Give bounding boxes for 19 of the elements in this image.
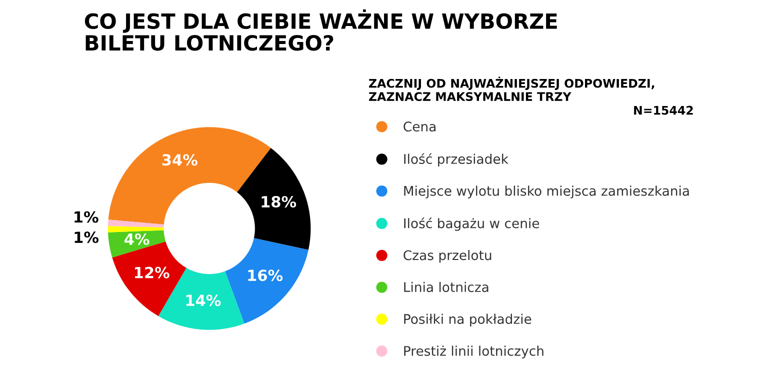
data-label: 18%: [262, 196, 296, 208]
legend-label: Cena: [404, 122, 436, 132]
legend-label: Posiłki na pokładzie: [404, 314, 532, 327]
data-label: 34%: [162, 154, 198, 166]
legend-label: Czas przelotu: [404, 250, 492, 263]
legend-label: Ilość bagażu w cenie: [404, 218, 540, 231]
chart-title: CO JEST DLA CIEBIE WAŻNE W WYBORZE BILETU LOTNICZEGO?: [84, 9, 557, 51]
data-label: 12%: [135, 266, 170, 278]
data-label: 16%: [248, 270, 283, 282]
data-label: 1%: [74, 231, 99, 244]
data-label: 14%: [186, 294, 221, 306]
legend-label: Ilość przesiadek: [404, 153, 508, 167]
legend-label: Prestiż linii lotniczych: [404, 346, 544, 358]
data-label: 1%: [74, 211, 98, 223]
text: N=15442: [634, 106, 693, 115]
data-label: 4%: [124, 233, 150, 245]
chart-subtitle: ZACZNIJ OD NAJWAŻNIEJSZEJ ODPOWIEDZI, ZAZNACZ MAKSYMALNIE TRZY: [369, 76, 654, 102]
legend-label: Linia lotnicza: [404, 282, 488, 292]
legend-label: Miejsce wylotu blisko miejsca zamieszkania: [404, 186, 689, 198]
